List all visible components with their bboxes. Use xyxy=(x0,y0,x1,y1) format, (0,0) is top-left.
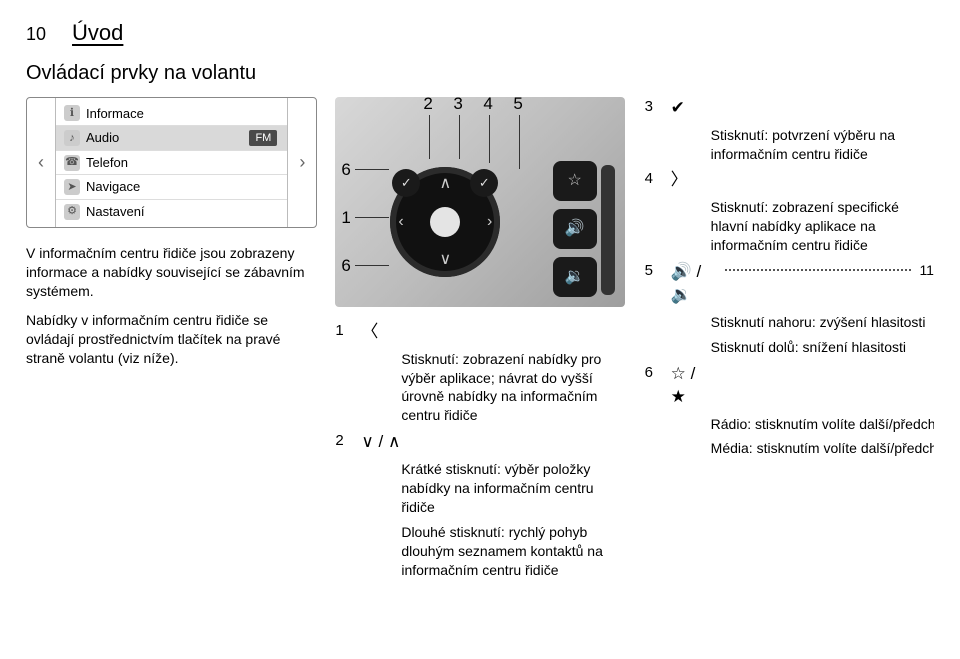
def-text: Stisknutí nahoru: zvýšení hlasitosti xyxy=(711,313,934,332)
def-number: 6 xyxy=(645,363,661,409)
menu-item: ℹ Informace xyxy=(56,102,287,127)
callout-line xyxy=(489,115,490,163)
callout-line xyxy=(519,115,520,169)
updown-icon: ∨ / ∧ xyxy=(361,431,401,454)
middle-column: 2 3 4 5 6 1 6 ∧ ∨ ‹ › xyxy=(335,97,624,649)
def-number: 4 xyxy=(645,169,661,192)
volume-icon: 🔊 / 🔉 xyxy=(671,261,711,307)
infotainment-screen: ‹ ℹ Informace ♪ Audio FM ☎ Telefon xyxy=(26,97,317,229)
callout-line xyxy=(355,169,389,170)
callout-number: 3 xyxy=(453,97,462,116)
def-text-inner: Rádio: stisknutím volíte další/předchozí… xyxy=(711,415,934,434)
info-icon: ℹ xyxy=(64,105,80,121)
menu-item-label: Informace xyxy=(86,105,144,123)
def-row: 4 〉 xyxy=(645,169,934,192)
menu-item: ☎ Telefon xyxy=(56,151,287,176)
callout-number: 1 xyxy=(341,207,350,230)
def-number: 5 xyxy=(645,261,661,307)
volume-rocker xyxy=(601,165,615,295)
page-ref: 11 xyxy=(919,261,934,280)
def-text: Stisknutí dolů: snížení hlasitosti xyxy=(711,338,934,357)
favorite-icon: ☆ / ★ xyxy=(671,363,711,409)
def-text: Stisknutí: potvrzení výběru na informačn… xyxy=(711,126,934,164)
def-text-inner: Média: stisknutím volíte další/předchozí… xyxy=(711,439,934,458)
def-text: Stisknutí: zobrazení nabídky pro výběr a… xyxy=(401,350,624,426)
favorite-button-icon: ☆ xyxy=(553,161,597,201)
screen-next-arrow: › xyxy=(288,98,316,228)
menu-item-label: Nastavení xyxy=(86,203,145,221)
callout-number: 5 xyxy=(513,97,522,116)
callout-line xyxy=(355,265,389,266)
def-row: 5 🔊 / 🔉 11 xyxy=(645,261,934,307)
callout-number: 2 xyxy=(423,97,432,116)
def-text: Krátké stisknutí: výběr položky nabídky … xyxy=(401,460,624,517)
callout-number: 6 xyxy=(341,255,350,278)
forward-icon: 〉 xyxy=(671,169,711,192)
chevron-right-icon: › xyxy=(487,211,492,233)
page-subtitle: Ovládací prvky na volantu xyxy=(26,60,934,87)
menu-item: ➤ Navigace xyxy=(56,175,287,200)
page-number: 10 xyxy=(26,22,46,46)
volume-up-icon: 🔊 xyxy=(553,209,597,249)
def-number: 2 xyxy=(335,431,351,454)
callout-number: 4 xyxy=(483,97,492,116)
def-row: 6 ☆ / ★ xyxy=(645,363,934,409)
left-paragraph-1: V informačním centru řidiče jsou zobraze… xyxy=(26,244,315,301)
audio-icon: ♪ xyxy=(64,130,80,146)
chevron-left-icon: ‹ xyxy=(398,211,403,233)
menu-item-label: Navigace xyxy=(86,178,140,196)
def-row: 3 ✔ xyxy=(645,97,934,120)
def-number: 1 xyxy=(335,321,351,344)
steering-wheel-figure: 2 3 4 5 6 1 6 ∧ ∨ ‹ › xyxy=(335,97,624,307)
screen-menu: ℹ Informace ♪ Audio FM ☎ Telefon ➤ Nav xyxy=(55,98,288,228)
chevron-up-icon: ∧ xyxy=(439,173,451,195)
menu-item-label: Audio xyxy=(86,129,119,147)
settings-icon: ⚙ xyxy=(64,204,80,220)
dpad-control: ∧ ∨ ‹ › ✓ ✓ xyxy=(390,167,500,277)
fm-badge: FM xyxy=(249,130,277,147)
def-row: 1 〈 xyxy=(335,321,624,344)
screen-prev-arrow: ‹ xyxy=(27,98,55,228)
def-text: Stisknutí: zobrazení specifické hlavní n… xyxy=(711,198,934,255)
check-icon: ✓ xyxy=(470,169,498,197)
check-icon: ✔ xyxy=(671,97,711,120)
volume-down-icon: 🔉 xyxy=(553,257,597,297)
def-row: 2 ∨ / ∧ xyxy=(335,431,624,454)
nav-icon: ➤ xyxy=(64,179,80,195)
phone-icon: ☎ xyxy=(64,155,80,171)
menu-item: ⚙ Nastavení xyxy=(56,200,287,224)
callout-line xyxy=(459,115,460,159)
def-number: 3 xyxy=(645,97,661,120)
menu-item: ♪ Audio FM xyxy=(56,126,287,151)
callout-line xyxy=(355,217,389,218)
def-text: Média: stisknutím volíte další/předchozí… xyxy=(711,439,934,458)
left-paragraph-2: Nabídky v informačním centru řidiče se o… xyxy=(26,311,315,368)
def-text: Rádio: stisknutím volíte další/předchozí… xyxy=(711,415,934,434)
menu-item-label: Telefon xyxy=(86,154,128,172)
right-column: 3 ✔ Stisknutí: potvrzení výběru na infor… xyxy=(645,97,934,649)
left-column: ‹ ℹ Informace ♪ Audio FM ☎ Telefon xyxy=(26,97,315,649)
section-title: Úvod xyxy=(72,18,123,48)
def-text: Dlouhé stisknutí: rychlý pohyb dlouhým s… xyxy=(401,523,624,580)
check-icon: ✓ xyxy=(392,169,420,197)
chevron-down-icon: ∨ xyxy=(439,249,451,271)
callout-line xyxy=(429,115,430,159)
back-icon: 〈 xyxy=(361,321,401,344)
callout-number: 6 xyxy=(341,159,350,182)
